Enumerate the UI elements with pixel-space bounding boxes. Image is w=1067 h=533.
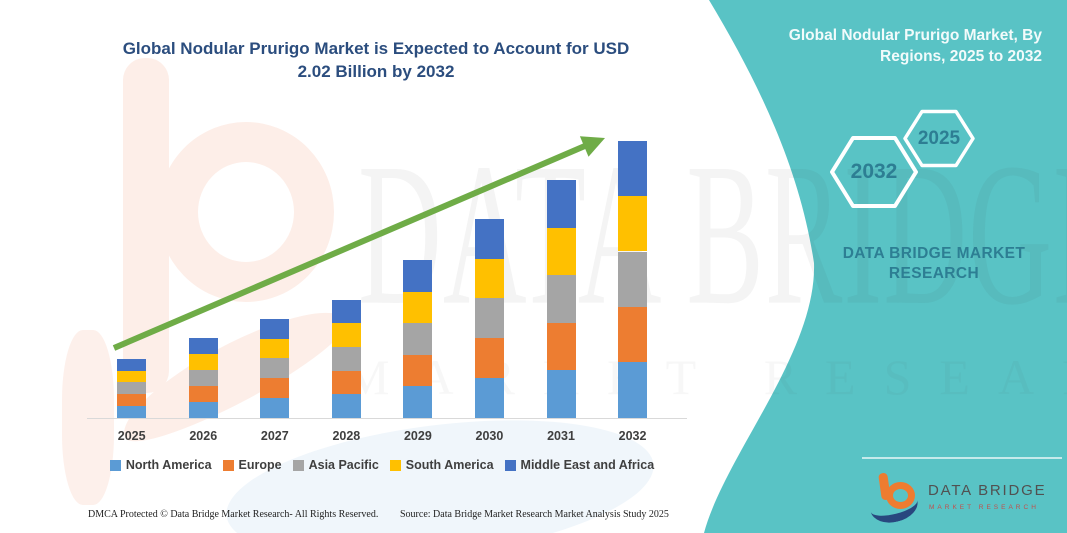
bar-segment-europe-2025 bbox=[117, 394, 147, 406]
side-panel-brand-line2: RESEARCH bbox=[888, 265, 980, 282]
bar-segment-north-america-2025 bbox=[117, 405, 147, 418]
bar-segment-asia-pacific-2026 bbox=[188, 369, 218, 386]
x-axis-label-2030: 2030 bbox=[475, 429, 504, 443]
legend-swatch-icon bbox=[222, 459, 234, 471]
chart-title-line1: Global Nodular Prurigo Market is Expecte… bbox=[122, 39, 630, 58]
bar-segment-north-america-2027 bbox=[260, 397, 290, 418]
legend-swatch-icon bbox=[389, 459, 401, 471]
bar-segment-north-america-2031 bbox=[546, 370, 576, 418]
logo-b-bowl-icon bbox=[886, 482, 915, 509]
dbmr-logo-icon bbox=[866, 468, 924, 528]
chart-legend: North America Europe Asia Pacific South Ame… bbox=[88, 458, 676, 472]
bar-segment-europe-2026 bbox=[188, 385, 218, 402]
bar-segment-asia-pacific-2028 bbox=[331, 346, 361, 371]
logo-tagline: MARKET RESEARCH bbox=[929, 504, 1039, 511]
legend-label: North America bbox=[125, 458, 212, 472]
bar-segment-north-america-2032 bbox=[618, 362, 648, 418]
side-panel-brand: DATA BRIDGE MARKET RESEARCH bbox=[834, 244, 1034, 284]
legend-swatch-icon bbox=[292, 459, 304, 471]
footer-dmca-text: DMCA Protected © Data Bridge Market Rese… bbox=[88, 509, 379, 520]
bar-segment-asia-pacific-2032 bbox=[618, 251, 648, 307]
bar-segment-asia-pacific-2025 bbox=[117, 382, 147, 395]
watermark-sub-text: MARKET RESEARCH bbox=[345, 348, 1067, 406]
x-axis-label-2029: 2029 bbox=[403, 429, 432, 443]
legend-label: Asia Pacific bbox=[308, 458, 379, 472]
legend-label: Europe bbox=[238, 458, 282, 472]
x-axis-label-2031: 2031 bbox=[547, 429, 575, 443]
legend-item-south-america: South America bbox=[389, 458, 494, 472]
legend-item-europe: Europe bbox=[222, 458, 282, 472]
side-panel-heading: Global Nodular Prurigo Market, By Region… bbox=[748, 25, 1042, 67]
legend-label: Middle East and Africa bbox=[520, 458, 655, 472]
bar-segment-europe-2028 bbox=[331, 370, 361, 395]
hexagon-2025-label: 2025 bbox=[917, 128, 961, 149]
x-axis-label-2032: 2032 bbox=[618, 429, 647, 443]
bar-segment-europe-2029 bbox=[403, 354, 433, 387]
bar-segment-north-america-2026 bbox=[188, 401, 218, 418]
bar-segment-middle-east-and-africa-2025 bbox=[117, 358, 147, 371]
bar-segment-south-america-2025 bbox=[117, 370, 147, 383]
chart-title: Global Nodular Prurigo Market is Expecte… bbox=[100, 37, 652, 83]
x-axis-label-2026: 2026 bbox=[189, 429, 218, 443]
bar-segment-europe-2027 bbox=[260, 378, 290, 398]
x-axis-label-2028: 2028 bbox=[332, 429, 361, 443]
x-axis-line bbox=[87, 418, 687, 419]
bar-segment-north-america-2029 bbox=[403, 386, 433, 418]
hexagon-2032-label: 2032 bbox=[850, 160, 898, 183]
bar-segment-middle-east-and-africa-2032 bbox=[618, 140, 648, 197]
side-panel-brand-line1: DATA BRIDGE MARKET bbox=[842, 245, 1026, 262]
watermark-peach-shape bbox=[62, 330, 114, 505]
chart-title-line2: 2.02 Billion by 2032 bbox=[297, 62, 455, 81]
x-axis-label-2027: 2027 bbox=[260, 429, 289, 443]
legend-swatch-icon bbox=[109, 459, 121, 471]
bar-segment-south-america-2032 bbox=[618, 196, 648, 252]
legend-swatch-icon bbox=[504, 459, 516, 471]
footer-source-text: Source: Data Bridge Market Research Mark… bbox=[400, 509, 669, 520]
logo-separator-line bbox=[862, 457, 1062, 459]
legend-item-middle-east-and-africa: Middle East and Africa bbox=[504, 458, 655, 472]
legend-item-asia-pacific: Asia Pacific bbox=[292, 458, 379, 472]
side-panel-heading-line1: Global Nodular Prurigo Market, By bbox=[788, 27, 1042, 44]
side-panel-heading-line2: Regions, 2025 to 2032 bbox=[880, 48, 1042, 65]
legend-label: South America bbox=[405, 458, 494, 472]
bar-segment-south-america-2026 bbox=[188, 354, 218, 370]
bar-segment-north-america-2028 bbox=[331, 394, 361, 418]
logo-wordmark: DATA BRIDGE bbox=[928, 482, 1047, 499]
legend-item-north-america: North America bbox=[109, 458, 212, 472]
bar-segment-north-america-2030 bbox=[474, 377, 504, 418]
bar-segment-asia-pacific-2027 bbox=[260, 358, 290, 379]
bar-segment-europe-2032 bbox=[618, 306, 648, 363]
x-axis-label-2025: 2025 bbox=[117, 429, 146, 443]
